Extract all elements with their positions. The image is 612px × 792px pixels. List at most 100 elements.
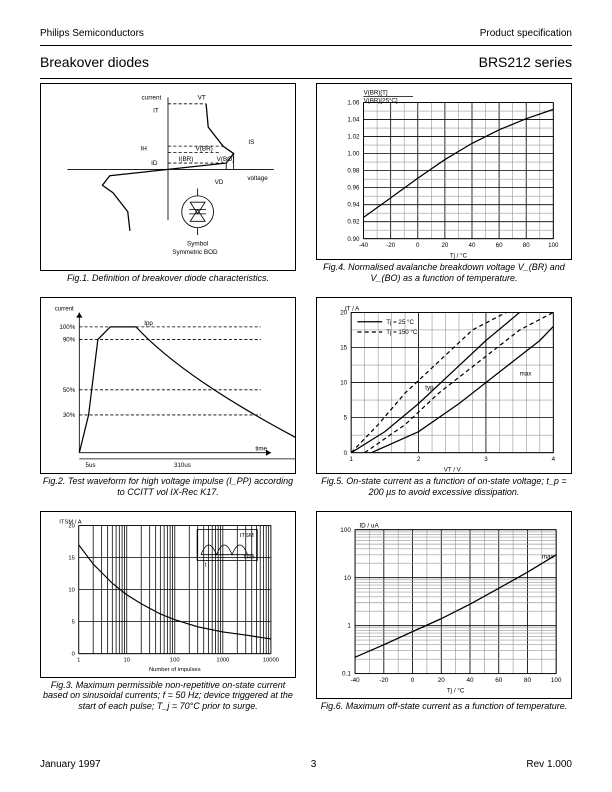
svg-text:1.00: 1.00 [347, 151, 360, 158]
svg-text:0: 0 [344, 450, 348, 457]
svg-text:V(BR): V(BR) [196, 145, 213, 152]
svg-text:10: 10 [124, 657, 130, 663]
footer-left: January 1997 [40, 759, 101, 770]
fig6-panel: -40-200204060801000.1110100ID / uATj / °… [316, 511, 572, 699]
fig2-panel: 30%50%90%100%currentIpptime5us310us [40, 297, 296, 474]
svg-text:1.06: 1.06 [347, 100, 360, 107]
footer-center: 3 [311, 759, 317, 770]
svg-text:10: 10 [340, 380, 347, 387]
svg-text:-40: -40 [351, 677, 361, 684]
svg-text:100: 100 [551, 677, 562, 684]
svg-text:80: 80 [524, 677, 532, 684]
fig4-panel: -40-200204060801000.900.920.940.960.981.… [316, 83, 572, 260]
fig1-panel: current VT IT IH ID IS V(BR) I(BR) V(BO)… [40, 83, 296, 271]
svg-text:ITSM / A: ITSM / A [59, 520, 81, 526]
svg-text:1: 1 [349, 456, 353, 463]
svg-text:20: 20 [438, 677, 446, 684]
svg-text:90%: 90% [63, 337, 76, 344]
svg-text:IH: IH [140, 145, 147, 152]
svg-text:15: 15 [68, 556, 74, 562]
header-right: Product specification [480, 28, 572, 39]
svg-text:40: 40 [466, 677, 474, 684]
fig5-panel: 123405101520Tj = 25 °CTj = 150 °CtypmaxI… [316, 297, 572, 474]
svg-text:1: 1 [77, 657, 80, 663]
svg-text:50%: 50% [63, 387, 76, 394]
svg-text:IT: IT [153, 107, 159, 114]
fig3-panel: 11010010001000005101520ITSM / ANumber of… [40, 511, 296, 678]
svg-text:ITSM: ITSM [240, 533, 254, 539]
svg-text:IS: IS [248, 139, 254, 146]
fig1-cell: current VT IT IH ID IS V(BR) I(BR) V(BO)… [40, 83, 296, 283]
svg-text:0: 0 [72, 652, 75, 658]
svg-text:time: time [255, 446, 267, 453]
svg-text:max: max [542, 554, 555, 561]
svg-text:100: 100 [548, 242, 559, 249]
svg-text:60: 60 [495, 677, 503, 684]
svg-text:ID / uA: ID / uA [359, 523, 379, 530]
svg-text:4: 4 [552, 456, 556, 463]
svg-text:100%: 100% [59, 324, 75, 331]
svg-text:Tj = 25 °C: Tj = 25 °C [386, 319, 414, 326]
svg-text:VT / V: VT / V [444, 466, 462, 473]
fig5-caption: Fig.5. On-state current as a function of… [316, 476, 572, 497]
fig3-caption: Fig.3. Maximum permissible non-repetitiv… [40, 680, 296, 711]
title-right: BRS212 series [479, 54, 572, 70]
svg-text:3: 3 [484, 456, 488, 463]
svg-text:1.04: 1.04 [347, 117, 360, 124]
svg-text:80: 80 [523, 242, 530, 249]
svg-text:310us: 310us [174, 462, 191, 469]
svg-text:Tj / °C: Tj / °C [447, 687, 465, 695]
title-left: Breakover diodes [40, 54, 149, 70]
rule-top [40, 45, 572, 46]
svg-text:40: 40 [469, 242, 476, 249]
svg-text:1: 1 [347, 623, 351, 630]
header-left: Philips Semiconductors [40, 28, 144, 39]
svg-text:60: 60 [496, 242, 503, 249]
svg-text:Number of impulses: Number of impulses [149, 667, 201, 673]
svg-text:20: 20 [441, 242, 448, 249]
svg-text:5: 5 [72, 620, 75, 626]
svg-text:voltage: voltage [247, 175, 268, 182]
svg-text:V(BO): V(BO) [217, 156, 235, 163]
svg-text:5: 5 [344, 415, 348, 422]
svg-text:0: 0 [411, 677, 415, 684]
svg-text:I(BR): I(BR) [179, 156, 194, 163]
svg-text:10000: 10000 [263, 657, 279, 663]
svg-text:IT / A: IT / A [345, 305, 360, 312]
fig5-cell: 123405101520Tj = 25 °CTj = 150 °CtypmaxI… [316, 297, 572, 497]
fig6-cell: -40-200204060801000.1110100ID / uATj / °… [316, 511, 572, 711]
svg-text:30%: 30% [63, 412, 76, 419]
svg-text:VD: VD [215, 179, 224, 186]
svg-text:ID: ID [151, 160, 158, 167]
svg-text:1.02: 1.02 [347, 134, 360, 141]
svg-text:100: 100 [170, 657, 180, 663]
svg-text:VT: VT [198, 95, 206, 102]
svg-text:V(BR)[25°C]: V(BR)[25°C] [364, 98, 398, 105]
svg-text:V(BR)[T]: V(BR)[T] [364, 89, 388, 96]
svg-text:0.92: 0.92 [347, 219, 360, 226]
svg-text:1000: 1000 [216, 657, 229, 663]
svg-text:0.90: 0.90 [347, 236, 360, 243]
svg-text:-20: -20 [379, 677, 389, 684]
svg-text:Tj = 150 °C: Tj = 150 °C [386, 329, 418, 336]
svg-text:10: 10 [344, 575, 352, 582]
svg-text:15: 15 [340, 345, 347, 352]
svg-text:Symbol: Symbol [187, 241, 208, 248]
svg-text:max: max [520, 371, 533, 378]
footer-right: Rev 1.000 [526, 759, 572, 770]
svg-text:Tj / °C: Tj / °C [450, 252, 468, 259]
svg-text:typ: typ [425, 385, 434, 392]
svg-text:time: time [244, 555, 255, 561]
svg-text:0.94: 0.94 [347, 202, 360, 209]
fig4-caption: Fig.4. Normalised avalanche breakdown vo… [316, 262, 572, 283]
svg-text:0: 0 [416, 242, 420, 249]
svg-text:current: current [55, 305, 74, 312]
fig1-caption: Fig.1. Definition of breakover diode cha… [40, 273, 296, 283]
fig2-caption: Fig.2. Test waveform for high voltage im… [40, 476, 296, 497]
svg-text:-40: -40 [359, 242, 368, 249]
svg-text:0.98: 0.98 [347, 168, 360, 175]
svg-text:current: current [142, 95, 162, 102]
svg-text:0.1: 0.1 [342, 671, 351, 678]
svg-text:Symmetric BOD: Symmetric BOD [172, 249, 218, 256]
fig3-cell: 11010010001000005101520ITSM / ANumber of… [40, 511, 296, 711]
